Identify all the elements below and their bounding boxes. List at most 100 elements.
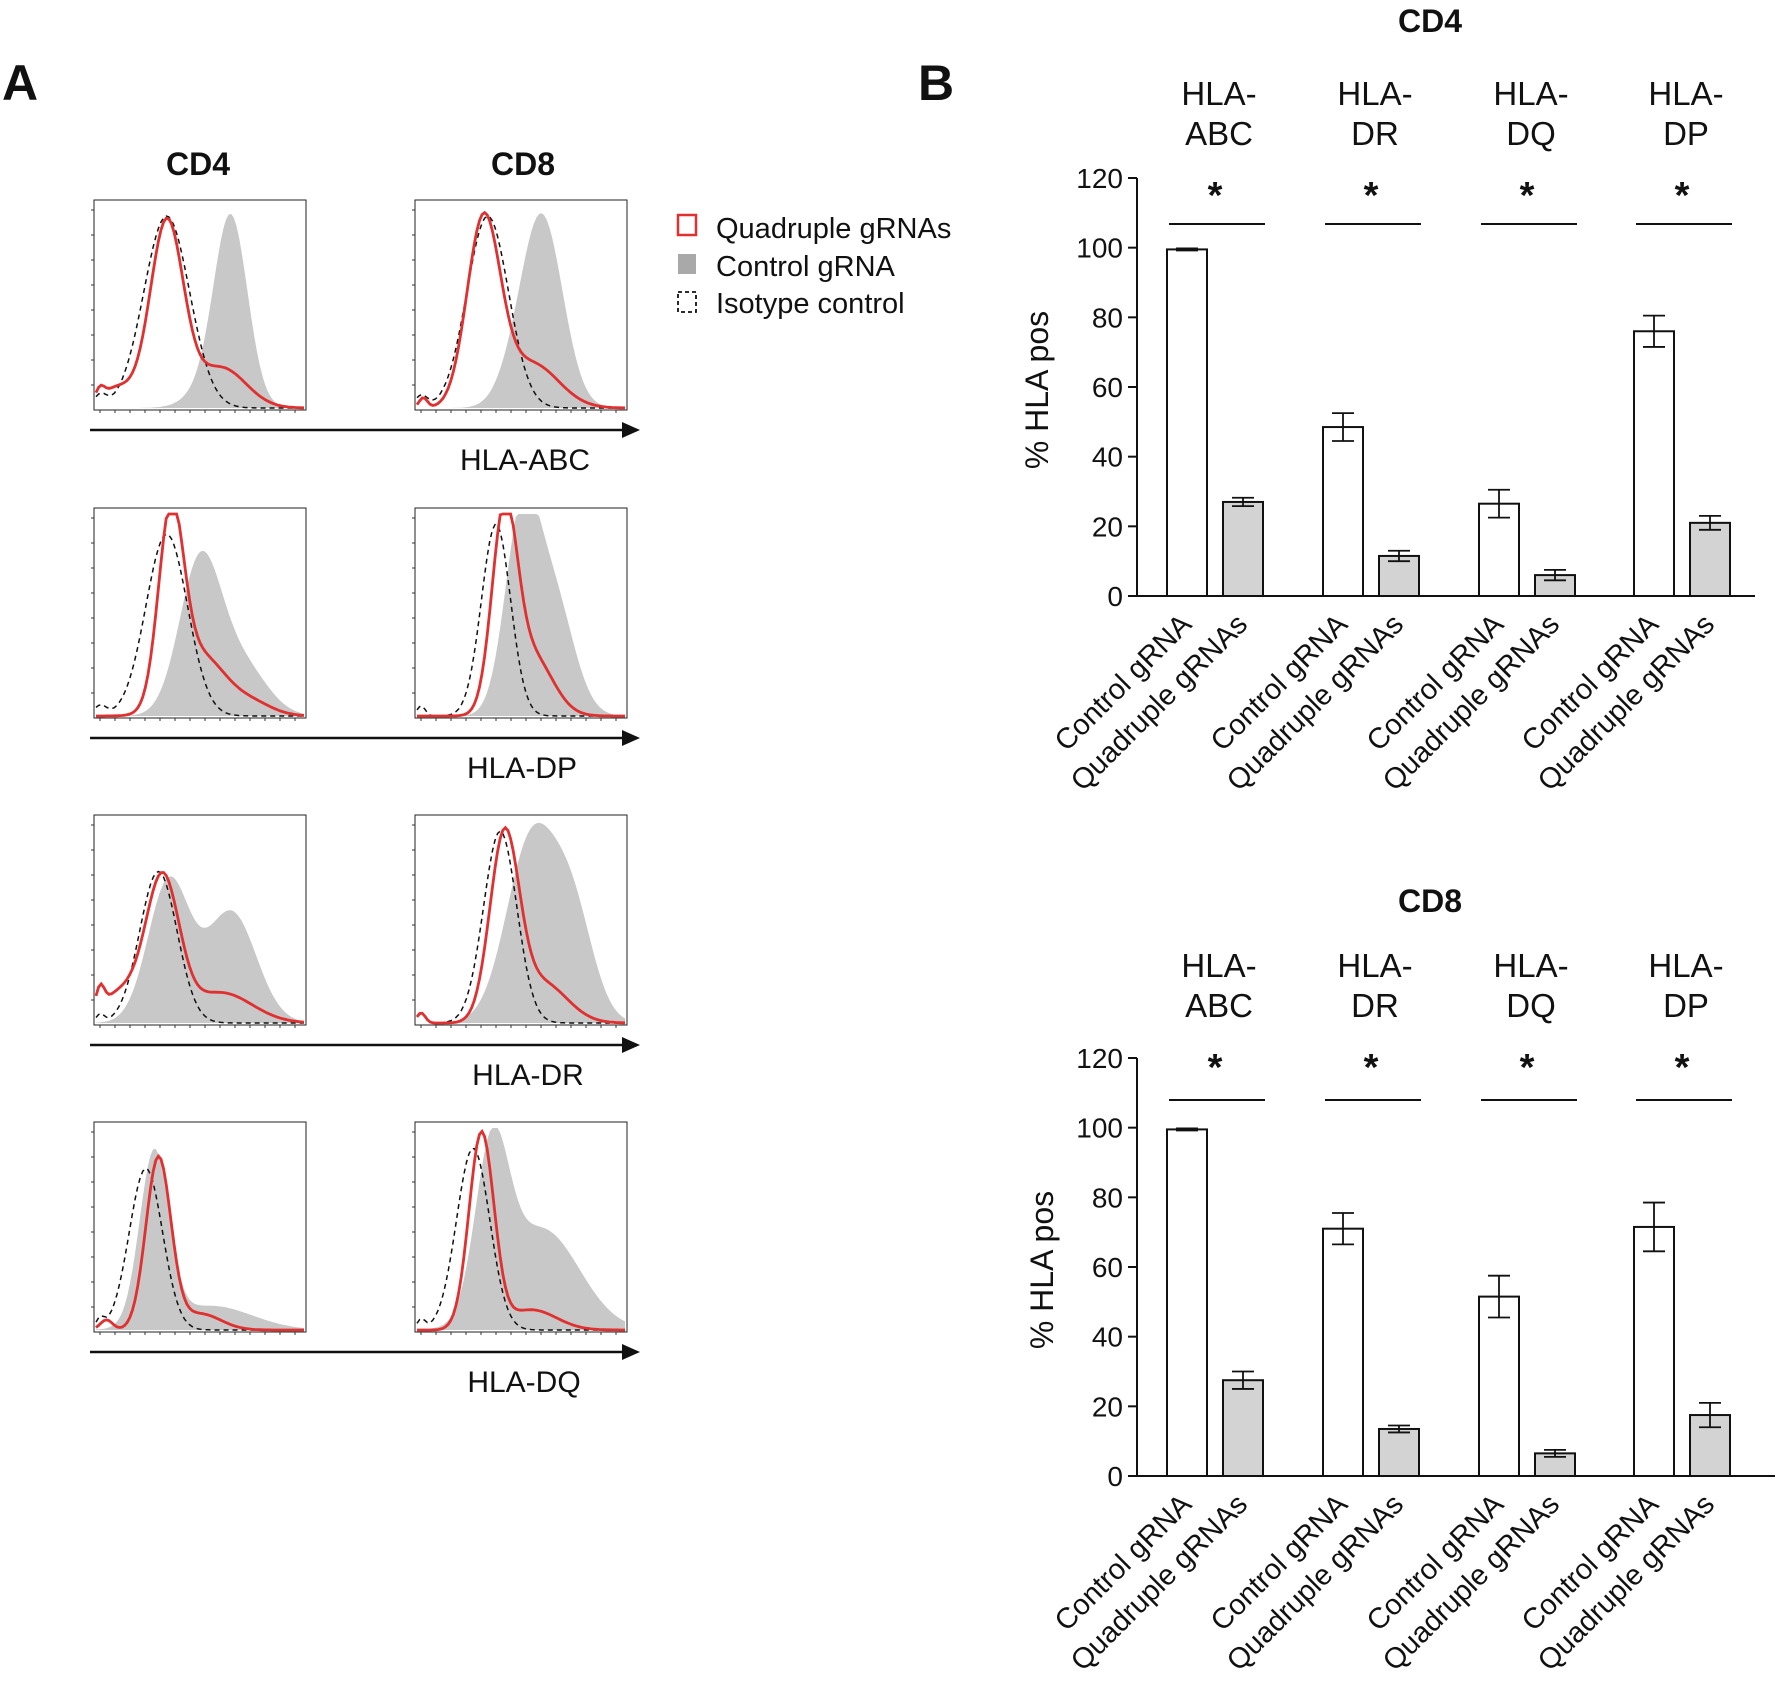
legend-label-isotype: Isotype control: [716, 288, 905, 320]
group-label-line1: HLA-: [1493, 947, 1568, 984]
bar-quadruple-dr: [1378, 1427, 1420, 1477]
group-label-line2: DQ: [1506, 115, 1556, 152]
significance-star: *: [1208, 175, 1223, 217]
bar-control-dp: [1633, 330, 1675, 597]
significance-star: *: [1675, 175, 1690, 217]
y-tick-label: 100: [1076, 1113, 1123, 1144]
group-label-line1: HLA-: [1181, 947, 1256, 984]
histogram-grid: [90, 199, 640, 1360]
legend-label-quadruple: Quadruple gRNAs: [716, 213, 951, 245]
bar-control-abc: [1166, 248, 1208, 598]
legend-swatch-quadruple: [676, 213, 698, 237]
group-label-line1: HLA-: [1493, 75, 1568, 112]
histogram-isotype-cd8-hla-dq: [416, 1147, 625, 1331]
bar-quadruple-abc: [1222, 1379, 1264, 1478]
histogram-frame-cd4-hla-dq: [93, 1121, 307, 1333]
group-label-line1: HLA-: [1337, 947, 1412, 984]
y-tick-label: 20: [1092, 1391, 1123, 1422]
group-label-line2: ABC: [1185, 987, 1253, 1024]
y-tick-label: 20: [1092, 511, 1123, 542]
histogram-quadruple-cd8-hla-abc: [415, 210, 626, 410]
histogram-quadruple-cd4-hla-dq: [95, 1153, 304, 1332]
histogram-frame-cd8-hla-dp: [414, 507, 628, 719]
y-tick-label: 100: [1076, 233, 1123, 264]
significance-star: *: [1520, 175, 1535, 217]
bar-control-dq: [1478, 1295, 1520, 1477]
y-tick-label: 120: [1076, 163, 1123, 194]
y-tick-label: 120: [1076, 1043, 1123, 1074]
legend-swatch-isotype: [677, 291, 697, 313]
group-label-line1: HLA-: [1648, 947, 1723, 984]
histogram-control-cd4-hla-dq: [96, 1149, 304, 1330]
bar-control-dp: [1633, 1225, 1675, 1477]
histogram-quadruple-cd4-hla-dr: [94, 871, 305, 1024]
chart-title: CD4: [1398, 3, 1462, 39]
row-marker-label-hla-abc: HLA-ABC: [460, 444, 590, 477]
histogram-frame-cd4-hla-abc: [93, 199, 307, 411]
histogram-frame-cd4-hla-dp: [93, 507, 307, 719]
group-label-line2: DR: [1351, 987, 1399, 1024]
histogram-quadruple-cd8-hla-dp: [417, 512, 625, 718]
y-axis-label: % HLA pos: [1019, 311, 1055, 469]
y-tick-label: 80: [1092, 1182, 1123, 1213]
y-axis-label: % HLA pos: [1024, 1191, 1060, 1349]
panel-b-bar-charts: CD4% HLA pos020406080100120HLA-ABC*Contr…: [1019, 3, 1775, 1677]
row-marker-label-hla-dq: HLA-DQ: [467, 1366, 580, 1399]
histogram-isotype-cd8-hla-abc: [416, 215, 625, 409]
group-label-line2: DR: [1351, 115, 1399, 152]
histogram-control-cd4-hla-dp: [96, 550, 304, 716]
bar-chart-cd4: CD4% HLA pos020406080100120HLA-ABC*Contr…: [1019, 3, 1755, 797]
bar-quadruple-dp: [1689, 521, 1731, 597]
histogram-isotype-cd4-hla-abc: [95, 215, 304, 409]
histogram-frame-cd8-hla-abc: [414, 199, 628, 411]
histogram-quadruple-cd4-hla-dp: [96, 512, 305, 718]
group-label-line2: ABC: [1185, 115, 1253, 152]
histogram-control-cd8-hla-dr: [417, 822, 625, 1023]
col-header-cd8: CD8: [491, 146, 555, 182]
significance-star: *: [1364, 1047, 1379, 1089]
axis-arrow-head-hla-dq: [622, 1344, 640, 1360]
y-tick-label: 0: [1107, 581, 1123, 612]
row-marker-label-hla-dr: HLA-DR: [472, 1059, 584, 1092]
axis-arrow-head-hla-abc: [622, 422, 640, 438]
group-label-line2: DP: [1663, 987, 1709, 1024]
axis-arrow-head-hla-dp: [622, 730, 640, 746]
axis-arrow-head-hla-dr: [622, 1037, 640, 1053]
group-label-line2: DP: [1663, 115, 1709, 152]
row-marker-label-hla-dp: HLA-DP: [467, 752, 577, 785]
col-header-cd4: CD4: [166, 146, 230, 182]
y-tick-label: 60: [1092, 372, 1123, 403]
y-tick-label: 40: [1092, 1322, 1123, 1353]
histogram-control-cd4-hla-dr: [96, 876, 304, 1023]
significance-star: *: [1675, 1047, 1690, 1089]
legend: Quadruple gRNAs Control gRNA Isotype con…: [676, 213, 951, 320]
histogram-isotype-cd8-hla-dr: [416, 830, 625, 1024]
y-tick-label: 80: [1092, 302, 1123, 333]
histogram-frame-cd4-hla-dr: [93, 814, 307, 1026]
y-tick-label: 40: [1092, 442, 1123, 473]
group-label-line1: HLA-: [1648, 75, 1723, 112]
panel-b-label: B: [918, 55, 954, 111]
y-tick-label: 60: [1092, 1252, 1123, 1283]
histogram-control-cd8-hla-abc: [417, 213, 625, 408]
histogram-control-cd4-hla-abc: [96, 213, 304, 408]
legend-label-control: Control gRNA: [716, 251, 896, 283]
significance-star: *: [1520, 1047, 1535, 1089]
bar-control-dr: [1322, 426, 1364, 597]
group-label-line1: HLA-: [1181, 75, 1256, 112]
panel-a-label: A: [2, 55, 38, 111]
bar-chart-cd8: CD8% HLA pos020406080100120HLA-ABC*Contr…: [1024, 883, 1775, 1677]
bar-control-dq: [1478, 502, 1520, 598]
histogram-control-cd8-hla-dp: [417, 514, 625, 716]
legend-swatch-control: [678, 254, 696, 274]
significance-star: *: [1364, 175, 1379, 217]
bar-control-abc: [1166, 1128, 1208, 1477]
histogram-frame-cd8-hla-dr: [414, 814, 628, 1026]
chart-title: CD8: [1398, 883, 1462, 919]
group-label-line1: HLA-: [1337, 75, 1412, 112]
bar-quadruple-dr: [1378, 554, 1420, 597]
histogram-quadruple-cd8-hla-dq: [417, 1128, 625, 1332]
histogram-isotype-cd4-hla-dp: [95, 533, 304, 717]
bar-control-dr: [1322, 1227, 1364, 1478]
